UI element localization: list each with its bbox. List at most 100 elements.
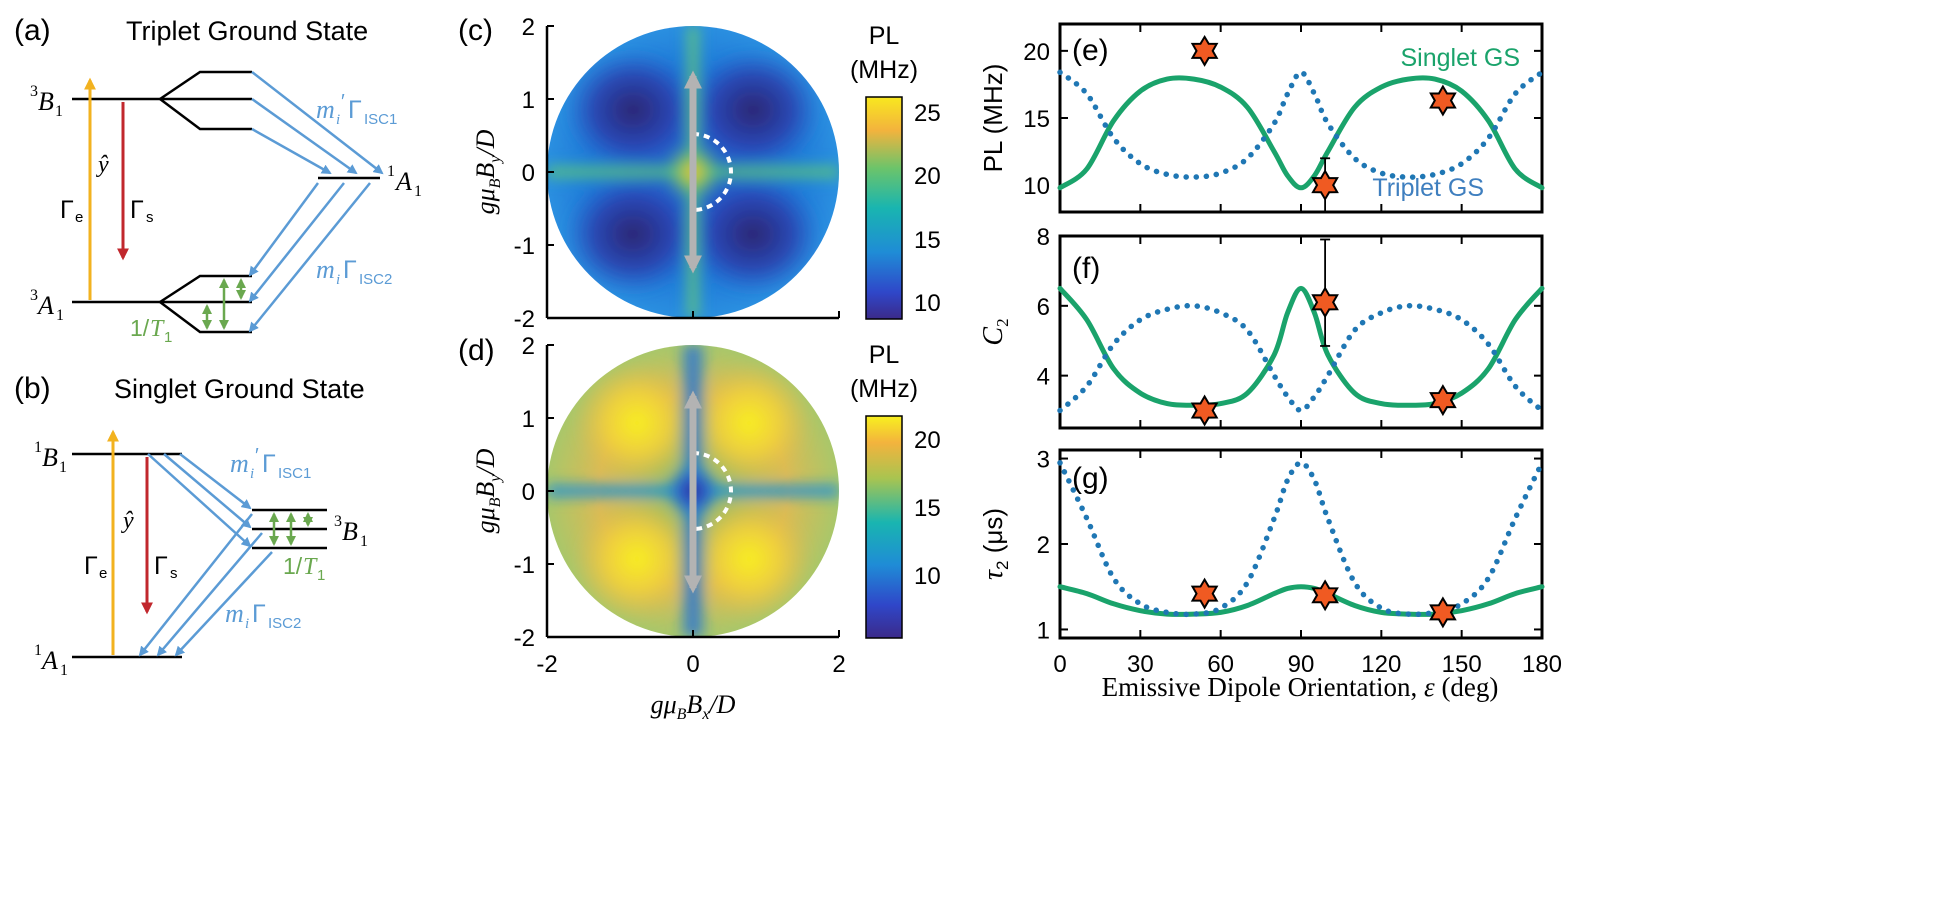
- svg-text:gμBBy/D: gμBBy/D: [471, 129, 504, 214]
- svg-text:1: 1: [522, 87, 535, 114]
- svg-text:A: A: [394, 167, 412, 196]
- svg-text:Γ: Γ: [348, 96, 362, 124]
- ytick-label: 8: [1037, 224, 1050, 251]
- svg-text:3: 3: [30, 287, 38, 304]
- panel-f: 8 6 4 (f) C2: [978, 224, 1545, 430]
- svg-text:e: e: [75, 209, 83, 226]
- data-point-star: [1429, 384, 1457, 417]
- panel-a: (a) Triplet Ground State 3 B 1 3 A 1 1 A…: [14, 14, 422, 346]
- svg-text:3: 3: [334, 513, 342, 530]
- xtick-label: 60: [1207, 651, 1234, 678]
- data-point-star: [1429, 84, 1457, 117]
- svg-text:τ2 (μs): τ2 (μs): [978, 508, 1012, 580]
- fan-upper: [159, 70, 252, 131]
- data-point-star: [1190, 34, 1219, 67]
- svg-text:1/: 1/: [283, 553, 303, 579]
- panel-g-tag: (g): [1072, 462, 1109, 495]
- ytick-label: 3: [1037, 447, 1050, 474]
- series-singlet: [1057, 584, 1545, 617]
- svg-text:3: 3: [30, 83, 38, 100]
- data-point-star: [1311, 169, 1339, 202]
- svg-text:0: 0: [686, 651, 699, 678]
- data-point-star: [1311, 579, 1339, 612]
- svg-text:Γ: Γ: [84, 552, 98, 580]
- svg-text:T: T: [150, 316, 165, 342]
- t1-arrows-a: [202, 278, 246, 330]
- ytick-label: 15: [1023, 106, 1050, 133]
- svg-text:20: 20: [914, 427, 941, 454]
- svg-text:PL: PL: [869, 22, 900, 50]
- panel-d: (d) 2 1 0: [458, 333, 941, 723]
- series-singlet: [1057, 285, 1545, 408]
- svg-text:′: ′: [341, 91, 345, 113]
- svg-text:Emissive Dipole Orientation, ε: Emissive Dipole Orientation, ε (deg): [1102, 672, 1499, 702]
- ytick-label: 10: [1023, 173, 1050, 200]
- label-3b1: 3 B 1: [30, 83, 63, 120]
- svg-text:i: i: [336, 112, 340, 128]
- svg-text:1: 1: [59, 459, 67, 476]
- panel-e: 20 15 10 (e) Singlet GS Triplet GS PL (MHz…: [978, 22, 1545, 214]
- isc1-label-a: m i ′ Γ ISC1: [316, 91, 397, 128]
- legend-singlet: Singlet GS: [1400, 44, 1520, 72]
- svg-text:1: 1: [317, 567, 325, 584]
- gamma-e-b: Γ e: [84, 552, 107, 582]
- yhat-a: ŷ: [96, 152, 109, 178]
- svg-text:1: 1: [60, 662, 68, 679]
- series-triplet: [1057, 69, 1545, 180]
- svg-text:A: A: [36, 291, 54, 320]
- t1-label-a: 1/ T 1: [130, 315, 172, 346]
- plot-f: 8 6 4: [1037, 224, 1545, 428]
- svg-text:Γ: Γ: [252, 600, 266, 628]
- data-point-star: [1190, 577, 1219, 610]
- svg-text:m: m: [316, 95, 335, 124]
- xtick-label: 90: [1288, 651, 1315, 678]
- svg-text:-1: -1: [514, 233, 535, 260]
- data-point-star: [1190, 394, 1219, 427]
- svg-text:1: 1: [56, 307, 64, 324]
- fan-lower: [159, 274, 252, 334]
- panel-b-title: Singlet Ground State: [114, 374, 365, 404]
- svg-text:20: 20: [914, 163, 941, 190]
- svg-text:i: i: [336, 272, 340, 288]
- gamma-e-a: Γ e: [60, 196, 83, 226]
- svg-text:1: 1: [34, 439, 42, 456]
- plot-g: 3 2 10 30 60 90 120 150 180: [1037, 447, 1562, 678]
- svg-text:-2: -2: [514, 306, 535, 333]
- svg-text:B: B: [38, 87, 54, 116]
- ytick-labels-c: 2 1 0 -1 -2: [514, 14, 535, 333]
- label-1b1: 1 B 1: [34, 439, 67, 476]
- svg-text:e: e: [99, 565, 107, 582]
- yticks-c: [547, 25, 840, 319]
- colorbar-c: PL (MHz) 25 20 15 10: [850, 22, 941, 320]
- label-3b1-right: 3 B 1: [334, 513, 368, 550]
- svg-text:i: i: [250, 466, 254, 482]
- yhat-b: ŷ: [121, 508, 134, 534]
- svg-text:(MHz): (MHz): [850, 56, 918, 84]
- xtick-label: 180: [1522, 651, 1562, 678]
- svg-text:-1: -1: [514, 552, 535, 579]
- data-point-star: [1429, 596, 1457, 629]
- panel-c: (c) 2 1 0: [458, 14, 941, 333]
- frame-f: [1058, 234, 1544, 430]
- svg-text:2: 2: [522, 14, 535, 41]
- svg-text:C2: C2: [978, 318, 1012, 345]
- xlabel-d: gμBBx/D: [651, 690, 736, 723]
- svg-text:B: B: [342, 517, 358, 546]
- panel-b-tag: (b): [14, 372, 51, 405]
- xlabel-g: Emissive Dipole Orientation, ε (deg): [1102, 672, 1499, 702]
- isc1-arrows-b: [147, 453, 252, 548]
- ytick-label: 2: [1037, 532, 1050, 559]
- svg-text:ISC2: ISC2: [268, 615, 301, 632]
- ylabel-c: gμBBy/D: [471, 129, 504, 214]
- svg-text:ISC2: ISC2: [359, 271, 392, 288]
- series-triplet: [1057, 302, 1545, 414]
- panel-a-title: Triplet Ground State: [126, 16, 368, 46]
- label-1a1: 1 A 1: [34, 642, 68, 679]
- svg-text:15: 15: [914, 227, 941, 254]
- ylabel-g: τ2 (μs): [978, 508, 1012, 580]
- svg-text:2: 2: [832, 651, 845, 678]
- svg-text:A: A: [40, 646, 58, 675]
- svg-text:-2: -2: [514, 625, 535, 652]
- panel-e-tag: (e): [1072, 34, 1109, 67]
